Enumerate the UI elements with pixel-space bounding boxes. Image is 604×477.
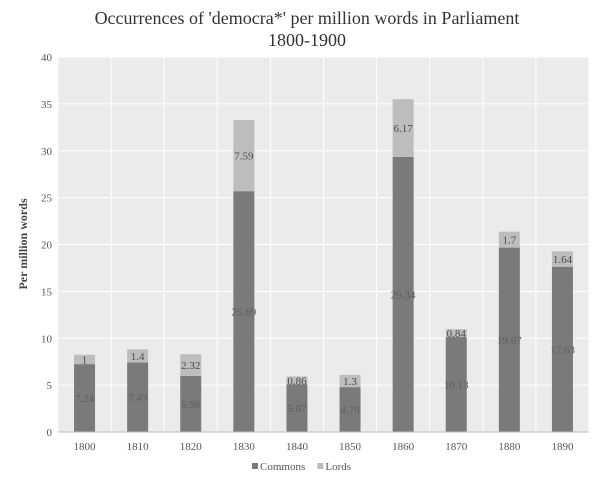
bar-lords [233,120,255,192]
data-label-lords: 0.84 [447,328,467,340]
data-label-lords: 1.4 [131,351,145,363]
x-tick-label: 1800 [74,441,97,453]
legend: Commons Lords [252,461,351,473]
data-label-commons: 19.67 [497,335,522,347]
bar-commons [551,266,573,432]
bar-lords [445,329,467,338]
y-tick-label: 30 [41,146,53,158]
data-label-lords: 7.59 [234,151,254,163]
x-tick-label: 1850 [339,441,362,453]
data-label-lords: 1.64 [553,254,573,266]
x-tick-label: 1860 [392,441,415,453]
chart-title: Occurrences of 'democra*' per million wo… [95,8,520,28]
data-label-lords: 1 [82,354,88,366]
x-tick-label: 1880 [498,441,521,453]
x-tick-label: 1820 [180,441,203,453]
data-label-commons: 7.43 [128,392,148,404]
bar-commons [445,337,467,432]
bar-lords [392,99,414,157]
data-label-lords: 2.32 [181,360,200,372]
bar-lords [498,231,520,248]
x-tick-label: 1890 [551,441,574,453]
x-tick-label: 1830 [233,441,256,453]
y-tick-label: 5 [47,380,53,392]
data-label-commons: 4.79 [340,405,360,417]
y-tick-label: 35 [41,99,53,111]
legend-swatch-commons [252,463,258,469]
bar-commons [233,191,255,432]
y-tick-label: 0 [47,427,53,439]
data-label-lords: 6.17 [394,123,414,135]
data-label-commons: 5.98 [181,399,201,411]
bars: 7.24 1 7.43 1.4 5.98 2.32 25.69 7.59 5.07 0.86 4.7… [74,99,575,432]
bar-lords [339,374,361,388]
y-tick-label: 40 [41,52,53,64]
data-label-lords: 0.86 [287,375,307,387]
data-label-lords: 1.7 [502,235,516,247]
x-axis-ticks: 1800 1810 1820 1830 1840 1850 1860 1870 1880 1890 [74,441,574,453]
bar-lords [74,354,96,365]
bar-commons [127,362,149,432]
y-tick-label: 25 [41,193,53,205]
bar-lords [286,376,308,385]
y-tick-label: 15 [41,286,53,298]
bar-lords [180,354,202,376]
legend-label-lords: Lords [325,461,351,473]
bar-commons [339,387,361,432]
x-tick-label: 1840 [286,441,309,453]
y-axis-ticks: 0 5 10 15 20 25 30 35 40 [41,52,53,439]
gridlines [57,56,590,433]
legend-label-commons: Commons [260,461,305,473]
data-label-commons: 25.69 [231,307,256,319]
bar-commons [498,247,520,432]
data-label-lords: 1.3 [343,376,357,388]
bar-lords [127,349,149,363]
bar-commons [286,384,308,432]
data-label-commons: 10.13 [444,380,469,392]
data-label-commons: 17.63 [550,344,575,356]
bar-commons [180,375,202,432]
chart-subtitle: 1800-1900 [268,30,346,50]
bar-commons [74,364,96,432]
y-tick-label: 20 [41,240,53,252]
x-tick-label: 1810 [127,441,150,453]
bar-lords [551,251,573,267]
data-label-commons: 7.24 [75,393,95,405]
legend-swatch-lords [317,463,324,469]
data-label-commons: 29.34 [391,289,416,301]
y-axis-label: Per million words [16,198,30,289]
data-label-commons: 5.07 [287,403,307,415]
y-tick-label: 10 [41,333,53,345]
bar-commons [392,156,414,432]
x-tick-label: 1870 [445,441,468,453]
